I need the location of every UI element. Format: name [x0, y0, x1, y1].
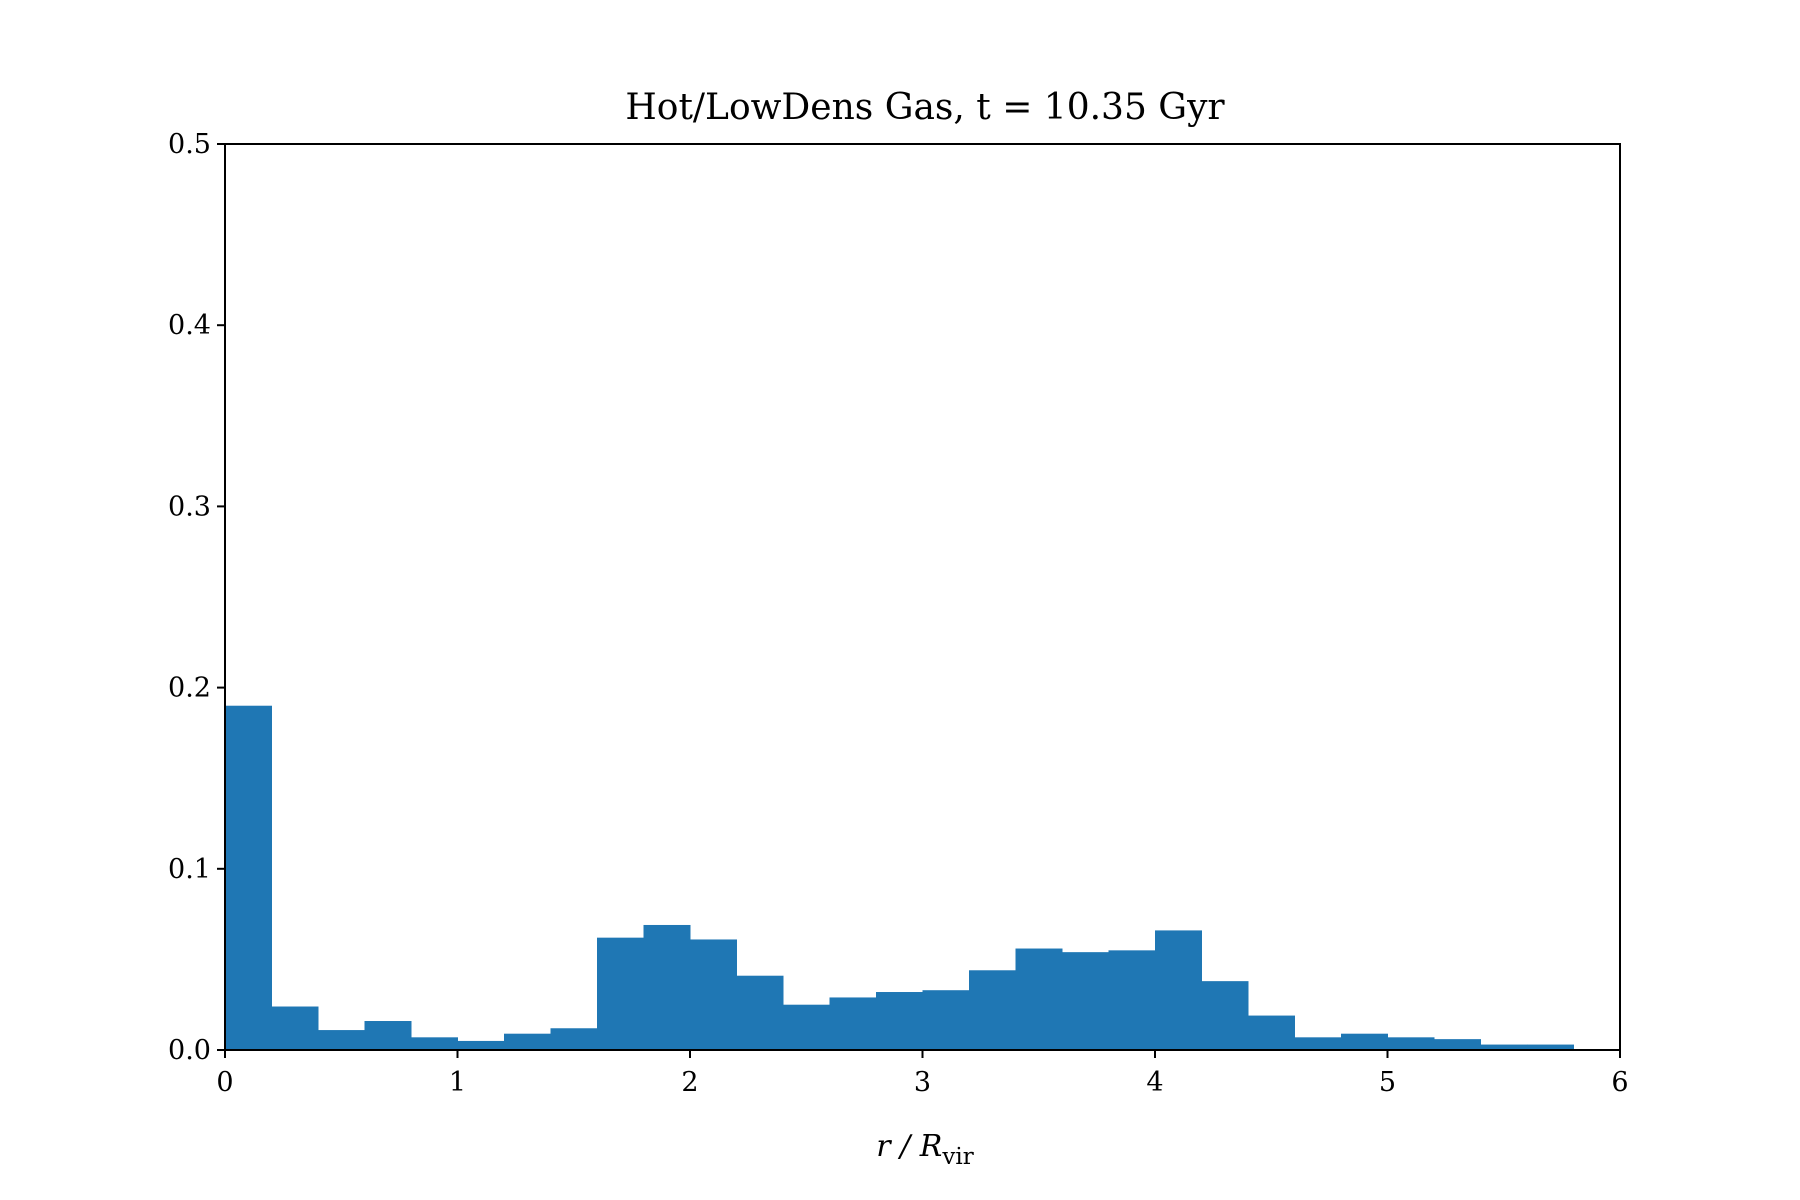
- histogram-bar: [1108, 950, 1156, 1050]
- histogram-bar: [225, 705, 272, 1050]
- histogram-bar: [1155, 930, 1202, 1050]
- histogram-bar: [1434, 1039, 1481, 1050]
- histogram-bar: [690, 939, 737, 1050]
- y-tick-label: 0.4: [168, 310, 211, 341]
- x-axis-label-subscript: vir: [941, 1144, 973, 1170]
- histogram-bar: [783, 1004, 830, 1050]
- histogram-bar: [1480, 1044, 1528, 1050]
- histogram-bar: [271, 1006, 319, 1050]
- x-axis-label: r / Rvir: [876, 1129, 973, 1170]
- histogram-bar: [1248, 1015, 1295, 1050]
- histogram-bar: [829, 997, 877, 1050]
- histogram-bar: [736, 975, 784, 1050]
- histogram-bar: [876, 992, 923, 1050]
- plot-frame: [224, 143, 1621, 1051]
- x-tick-label: 5: [1379, 1067, 1396, 1098]
- x-tick-label: 3: [914, 1067, 931, 1098]
- y-tick-label: 0.2: [168, 673, 211, 704]
- histogram-bar: [364, 1021, 412, 1050]
- histogram-bar: [1341, 1033, 1388, 1050]
- histogram-bar: [969, 970, 1016, 1050]
- histogram-bar: [504, 1033, 551, 1050]
- x-tick-label: 1: [449, 1067, 466, 1098]
- x-tick-label: 0: [216, 1067, 233, 1098]
- histogram-bar: [1201, 981, 1249, 1050]
- histogram-bar: [597, 937, 644, 1050]
- y-tick-label: 0.0: [168, 1035, 211, 1066]
- histogram-bar: [457, 1040, 505, 1050]
- chart-title: Hot/LowDens Gas, t = 10.35 Gyr: [625, 87, 1225, 128]
- x-axis-ticks: 0 1 2 3 4 5 6: [216, 1050, 1629, 1098]
- histogram-bar: [1062, 952, 1109, 1050]
- histogram-bar: [318, 1030, 365, 1050]
- histogram-bar: [550, 1028, 598, 1050]
- histogram-bar: [922, 990, 970, 1050]
- histogram-bar: [1387, 1037, 1435, 1050]
- histogram-bar: [1294, 1037, 1342, 1050]
- y-tick-label: 0.3: [168, 491, 211, 522]
- histogram-bar: [1015, 948, 1063, 1050]
- x-tick-label: 6: [1611, 1067, 1628, 1098]
- y-axis-ticks: 0.0 0.1 0.2 0.3 0.4 0.5: [168, 129, 225, 1066]
- bars-group: [225, 705, 1574, 1050]
- y-tick-label: 0.5: [168, 129, 211, 160]
- histogram-bar: [411, 1037, 458, 1050]
- histogram-bar: [643, 924, 691, 1050]
- x-axis-label-main: r / R: [876, 1129, 942, 1164]
- histogram-bar: [1527, 1044, 1574, 1050]
- x-tick-label: 2: [681, 1067, 698, 1098]
- x-tick-label: 4: [1146, 1067, 1163, 1098]
- y-tick-label: 0.1: [168, 854, 211, 885]
